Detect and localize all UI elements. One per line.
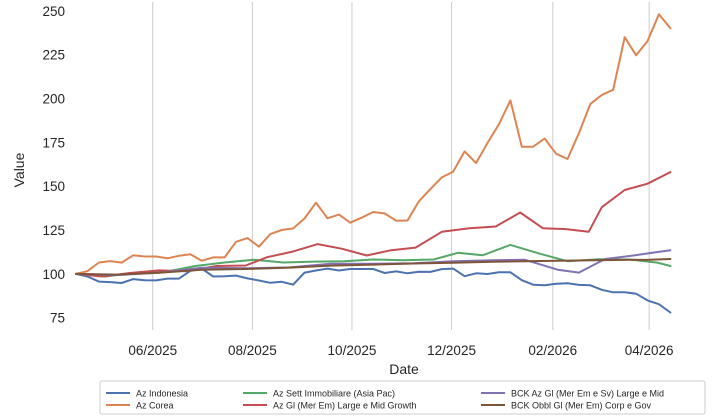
legend-entry: Az Corea (136, 401, 174, 411)
grid-lines (152, 2, 650, 330)
legend-entry: Az Gl (Mer Em) Large e Mid Growth (273, 401, 417, 411)
legend-entry: Az Sett Immobiliare (Asia Pac) (273, 389, 395, 399)
y-axis-label: Value (11, 152, 27, 187)
y-tick-label: 250 (42, 4, 65, 19)
legend-entry: BCK Obbl Gl (Mer Em) Corp e Gov (511, 401, 652, 411)
x-tick-label: 06/2025 (128, 343, 177, 358)
series-line (75, 13, 672, 275)
legend: Az Indonesia Az Corea Az Sett Immobiliare … (99, 380, 706, 415)
y-tick-label: 150 (42, 179, 65, 194)
series-line (75, 258, 672, 276)
x-tick-label: 04/2026 (625, 343, 674, 358)
legend-entry: Az Indonesia (136, 389, 188, 399)
y-tick-label: 225 (42, 48, 65, 63)
y-tick-label: 100 (42, 267, 65, 282)
tick-labels: 06/2025 08/2025 10/2025 12/2025 02/2026 04/20… (42, 4, 673, 358)
series-line (75, 267, 672, 314)
y-tick-label: 125 (42, 223, 65, 238)
legend-entry: BCK Az Gl (Mer Em e Sv) Large e Mid (511, 389, 664, 399)
x-axis-label: Date (389, 361, 419, 377)
x-tick-label: 08/2025 (228, 343, 277, 358)
x-tick-label: 12/2025 (427, 343, 476, 358)
series-lines (75, 13, 672, 314)
y-tick-label: 75 (50, 311, 65, 326)
x-tick-label: 10/2025 (328, 343, 377, 358)
x-tick-label: 02/2026 (528, 343, 577, 358)
y-tick-label: 200 (42, 91, 65, 106)
y-tick-label: 175 (42, 135, 65, 150)
